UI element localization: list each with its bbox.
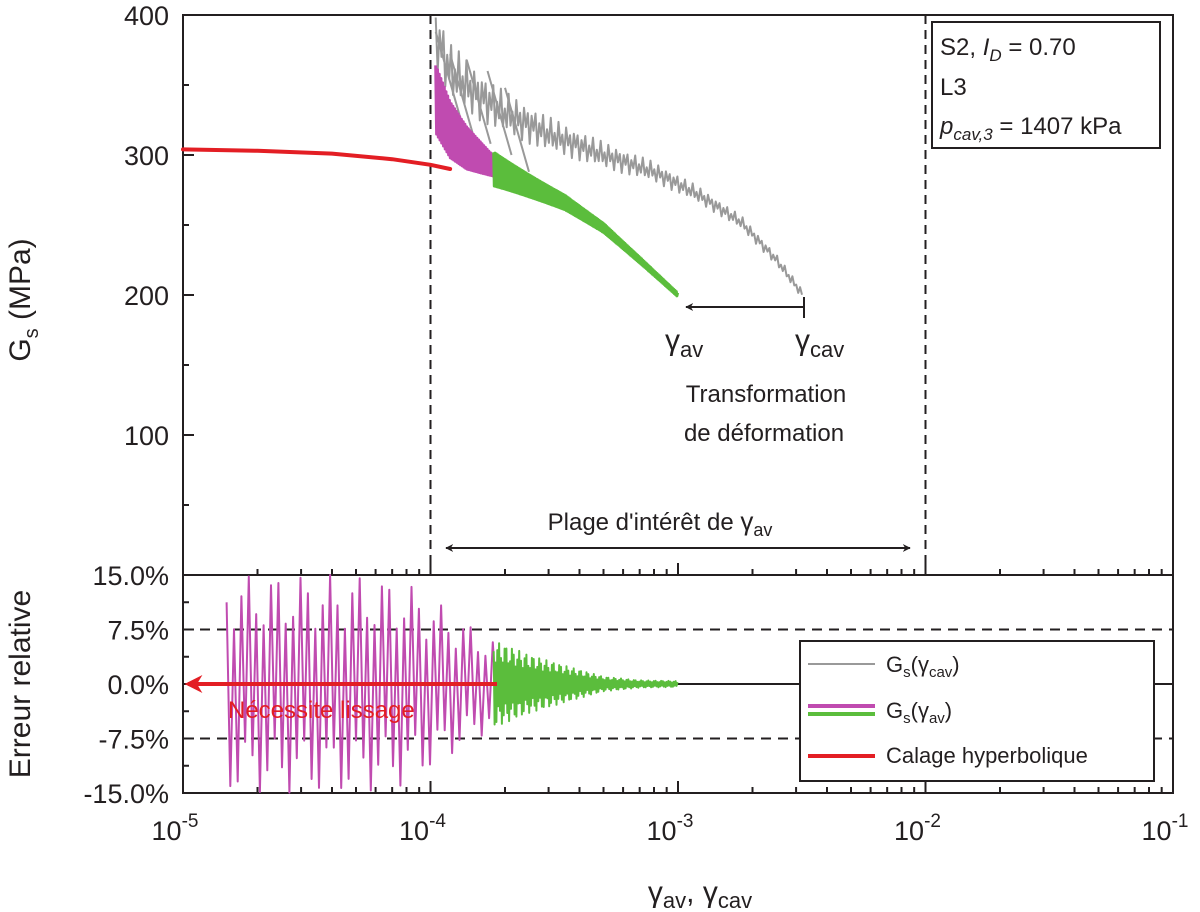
x-axis-gamma-av: γ (648, 876, 663, 909)
bottom-y-tick-label: 15.0% (92, 561, 169, 591)
x-axis-separator: , (686, 876, 703, 909)
series-gs-cav-spike (504, 87, 530, 173)
bottom-y-tick-label: -15.0% (83, 779, 169, 809)
top-y-tick-label: 400 (124, 1, 169, 31)
info-box-line-2: L3 (940, 74, 967, 101)
bottom-y-axis-title: Erreur relative (4, 590, 37, 778)
top-reference-lines (429, 15, 927, 575)
info-box-line-3: pcav,3 = 1407 kPa (939, 113, 1122, 144)
legend: Gs(γcav) Gs(γav) Calage hyperbolique (799, 640, 1155, 782)
top-y-axis-var: G (4, 338, 37, 361)
top-y-axis-title: Gs (MPa) (4, 238, 43, 361)
info-box: S2, ID = 0.70 L3 pcav,3 = 1407 kPa (931, 21, 1161, 149)
legend-label-hyperbolic: Calage hyperbolique (886, 743, 1088, 768)
transformation-label-line-1: Transformation (686, 381, 847, 408)
x-axis-sub-av: av (663, 888, 686, 912)
series-hyperbolic-fit-line (181, 147, 453, 171)
info-box-line-1: S2, ID = 0.70 (940, 34, 1076, 65)
x-tick-label: 10-3 (647, 811, 694, 846)
top-y-tick-label: 300 (124, 141, 169, 171)
x-tick-label: 10-2 (894, 811, 941, 846)
series-gs-cav-spike (449, 53, 476, 139)
bottom-ticks: 15.0% 7.5% 0.0% -7.5% -15.0%10-5 10-4 10-3 10-2… (83, 561, 1188, 846)
top-y-ticks: 100 200 300 400 (124, 1, 194, 506)
gamma-cav-label: γcav (795, 324, 844, 362)
bottom-y-tick-label: 7.5% (107, 616, 169, 646)
series-gs-cav-spike (465, 59, 492, 145)
x-axis-sub-cav: cav (718, 888, 752, 912)
series-gs-cav-spike (486, 70, 513, 156)
top-series-group (181, 17, 803, 298)
series-gs-av-green-error (492, 642, 679, 726)
top-y-axis-unit: (MPa) (4, 238, 37, 328)
series-gs-av-magenta-error (225, 574, 498, 794)
x-tick-label: 10-1 (1142, 811, 1189, 846)
x-axis-title: γav, γcav (648, 876, 752, 912)
info-box-frame (931, 21, 1161, 149)
series-gs-av-green-line (492, 151, 680, 298)
legend-label-gs-cav: Gs(γcav) (886, 652, 960, 681)
top-y-axis-var-sub: s (21, 328, 43, 338)
smoothing-label: Nécessite lissage (228, 697, 415, 724)
bottom-y-tick-label: -7.5% (98, 725, 169, 755)
x-tick-label: 10-4 (399, 811, 446, 846)
series-gs-av-magenta-line (434, 65, 499, 178)
gamma-av-label: γav (665, 324, 703, 362)
legend-label-gs-av: Gs(γav) (886, 698, 952, 727)
bottom-y-tick-label: 0.0% (107, 670, 169, 700)
top-y-tick-label: 200 (124, 281, 169, 311)
bottom-series-group (225, 574, 679, 794)
range-of-interest-label: Plage d'intérêt de γav (548, 506, 773, 540)
x-axis-gamma-cav: γ (703, 876, 718, 909)
x-tick-label: 10-5 (152, 811, 199, 846)
series-gs-cav-spike (434, 31, 461, 117)
top-y-tick-label: 100 (124, 421, 169, 451)
transformation-label-line-2: de déformation (684, 420, 844, 447)
